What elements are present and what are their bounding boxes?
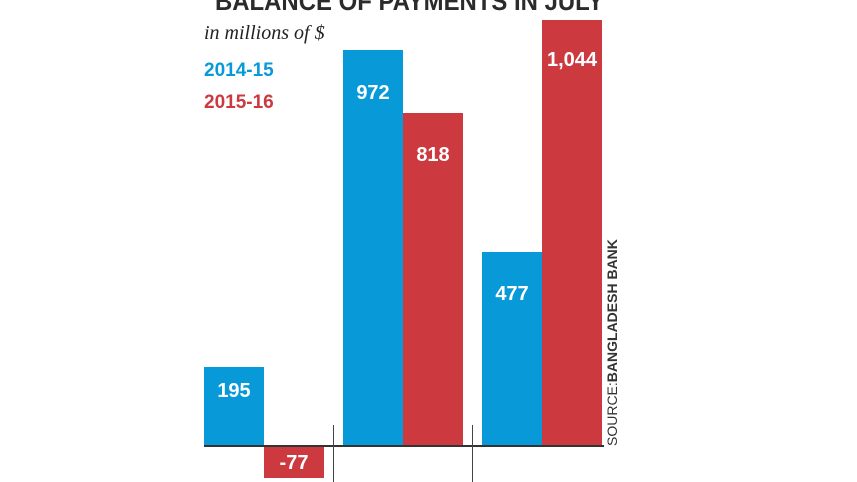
bar-label: 972: [356, 82, 390, 104]
bar-label: 477: [495, 283, 529, 305]
group-divider: [333, 425, 334, 482]
bar-label: -77: [279, 452, 309, 474]
chart-title: BALANCE OF PAYMENTS IN JULY: [215, 0, 604, 16]
bar-2014-15-group2: [343, 50, 403, 446]
bar-2014-15-group3: [482, 252, 542, 446]
bar-2015-16-group2: [403, 113, 463, 446]
group-divider: [472, 425, 473, 482]
source-note: SOURCE:BANGLADESH BANK: [604, 239, 620, 446]
bar-label: 195: [217, 380, 251, 402]
legend-2014-15: 2014-15: [204, 60, 274, 81]
x-axis: [204, 445, 604, 447]
bar-label: 1,044: [546, 49, 598, 71]
legend-2015-16: 2015-16: [204, 92, 274, 113]
bar-2015-16-group3: [542, 20, 602, 446]
bar-2014-15-group1: [204, 367, 264, 446]
bar-label: 818: [416, 144, 450, 166]
chart-subtitle: in millions of $: [204, 22, 325, 44]
bar-2015-16-group1: [264, 446, 324, 478]
